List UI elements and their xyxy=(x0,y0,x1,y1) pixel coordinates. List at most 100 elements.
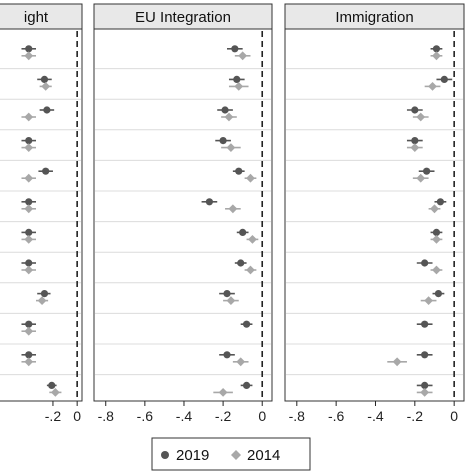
point-2014 xyxy=(246,173,255,183)
point-2019 xyxy=(411,137,419,145)
x-tick-label: 0 xyxy=(258,408,266,424)
x-tick-label: 0 xyxy=(73,408,81,424)
point-2014 xyxy=(416,112,426,122)
point-2014 xyxy=(430,204,439,214)
x-tick-label: -.2 xyxy=(407,408,424,424)
point-2019 xyxy=(411,106,419,114)
point-2019 xyxy=(40,290,49,298)
facet-panels: ight-.2 0EU Integration-.8 -.6 -.4 -.2 0Immig… xyxy=(0,3,465,424)
point-2014 xyxy=(24,173,34,183)
point-2019 xyxy=(239,228,247,236)
point-2019 xyxy=(242,381,251,389)
panel-title: Immigration xyxy=(335,9,413,26)
point-2014 xyxy=(246,265,255,275)
point-2019 xyxy=(42,167,50,175)
point-2014 xyxy=(238,51,248,61)
strip-header xyxy=(93,3,273,30)
point-2019 xyxy=(432,45,441,53)
point-2019 xyxy=(421,351,429,359)
point-2019 xyxy=(25,198,33,206)
legend-marker-2019 xyxy=(161,451,169,459)
point-2019 xyxy=(436,198,444,206)
x-tick-label: 0 xyxy=(450,408,458,424)
point-2014 xyxy=(24,143,34,152)
point-2019 xyxy=(25,320,33,328)
point-2014 xyxy=(236,357,246,367)
point-2014 xyxy=(218,388,228,397)
x-tick-label: -.4 xyxy=(176,408,193,424)
point-2019 xyxy=(235,167,243,175)
point-2019 xyxy=(25,259,33,267)
plot-frame xyxy=(93,28,273,402)
point-2019 xyxy=(25,351,33,359)
legend-label-2019: 2019 xyxy=(176,447,209,464)
legend-label-2014: 2014 xyxy=(247,447,280,464)
point-2014 xyxy=(432,235,441,244)
point-2019 xyxy=(25,137,33,145)
point-2019 xyxy=(43,106,51,114)
point-2019 xyxy=(219,137,227,145)
point-2014 xyxy=(432,51,441,61)
strip-header xyxy=(0,3,83,30)
point-2014 xyxy=(37,296,47,305)
point-2014 xyxy=(428,82,437,91)
point-2019 xyxy=(434,290,443,298)
panel-3: Immigration -.8 -.6 -.4 -.2 0 xyxy=(284,3,465,424)
point-2014 xyxy=(24,235,34,244)
point-2014 xyxy=(226,296,236,305)
x-tick-label: -.6 xyxy=(328,408,345,424)
point-2019 xyxy=(221,106,229,114)
legend: 2019 2014 xyxy=(151,437,311,471)
point-2019 xyxy=(25,228,33,236)
x-tick-label: -.6 xyxy=(137,408,154,424)
point-2014 xyxy=(24,112,34,122)
point-2014 xyxy=(41,82,51,91)
panel-2: EU Integration -.8 -.6 -.4 -.2 0 xyxy=(93,3,273,424)
point-2019 xyxy=(421,320,429,328)
panel-title: ight xyxy=(24,9,49,26)
x-tick-label: -.4 xyxy=(367,408,384,424)
point-2019 xyxy=(423,167,431,175)
point-2014 xyxy=(392,357,402,367)
point-2019 xyxy=(440,75,448,83)
plot-frame xyxy=(0,28,83,402)
point-2014 xyxy=(50,388,60,397)
point-2019 xyxy=(233,75,241,83)
point-2014 xyxy=(24,51,34,61)
point-2019 xyxy=(421,259,429,267)
point-2014 xyxy=(234,82,244,91)
strip-header xyxy=(284,3,465,30)
point-2019 xyxy=(25,45,33,53)
point-2014 xyxy=(226,143,236,152)
point-2014 xyxy=(224,112,234,122)
x-tick-label: -.8 xyxy=(98,408,115,424)
point-2014 xyxy=(24,204,34,214)
point-2014 xyxy=(416,173,426,183)
panel-1: ight -.2 0 xyxy=(0,3,83,424)
point-2014 xyxy=(24,357,34,367)
point-2019 xyxy=(231,45,239,53)
plot-frame xyxy=(284,28,465,402)
point-2019 xyxy=(223,351,231,359)
point-2019 xyxy=(48,381,56,389)
point-2014 xyxy=(420,388,430,397)
point-2014 xyxy=(432,265,441,275)
panel-title: EU Integration xyxy=(135,9,231,26)
point-2019 xyxy=(223,290,231,298)
point-2019 xyxy=(421,381,429,389)
point-2019 xyxy=(432,228,441,236)
legend-box xyxy=(151,437,311,471)
point-2019 xyxy=(40,75,49,83)
point-2014 xyxy=(228,204,238,214)
point-2014 xyxy=(24,326,34,336)
x-tick-label: -.2 xyxy=(215,408,232,424)
legend-marker-2014 xyxy=(231,450,241,460)
point-2019 xyxy=(205,198,214,206)
point-2014 xyxy=(424,296,433,305)
x-tick-label: -.8 xyxy=(289,408,306,424)
point-2019 xyxy=(242,320,251,328)
point-2014 xyxy=(24,265,34,275)
point-2014 xyxy=(410,143,420,152)
x-tick-label: -.2 xyxy=(45,408,62,424)
